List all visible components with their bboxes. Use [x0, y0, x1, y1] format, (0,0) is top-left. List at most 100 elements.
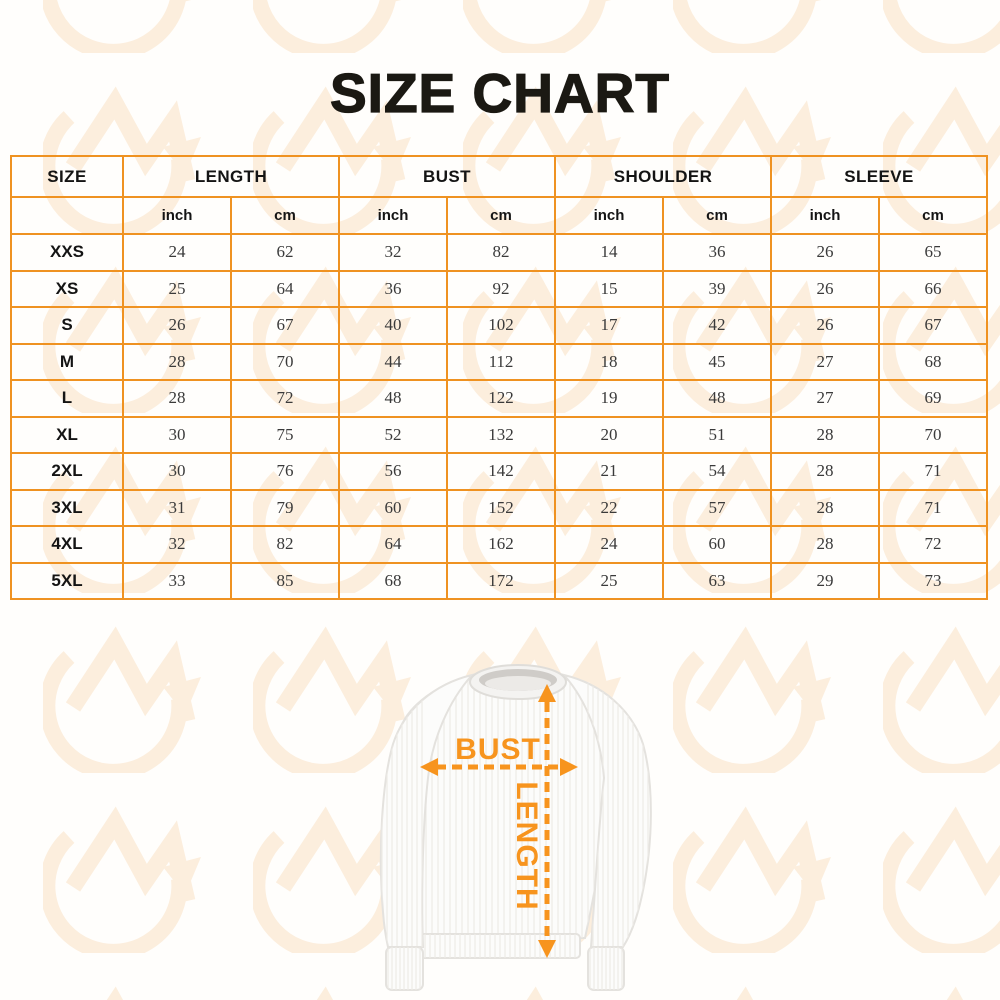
size-cell: 5XL: [10, 561, 124, 600]
measurement-cell: 18: [554, 342, 664, 381]
size-cell: M: [10, 342, 124, 381]
measurement-cell: 32: [338, 233, 448, 272]
measurement-cell: 57: [662, 488, 772, 527]
watermark-tile: [669, 803, 841, 960]
measurement-cell: 29: [770, 561, 880, 600]
table-row: XS 25 64 36 92 15 39 26 66: [10, 269, 988, 308]
table-row: 2XL 30 76 56 142 21 54 28 71: [10, 452, 988, 491]
sweater-hem-band: [417, 933, 581, 959]
unit-header-shoulder-inch: inch: [554, 196, 664, 235]
measurement-cell: 20: [554, 415, 664, 454]
table-row: XL 30 75 52 132 20 51 28 70: [10, 415, 988, 454]
measurement-cell: 67: [230, 306, 340, 345]
watermark-tile: [0, 803, 1, 953]
measurement-cell: 92: [446, 269, 556, 308]
watermark-tile: [669, 623, 841, 780]
measurement-cell: 28: [122, 342, 232, 381]
measurement-cell: 28: [770, 525, 880, 564]
collar-inner-lip: [485, 676, 551, 691]
bust-arrowhead-left-icon: [420, 758, 438, 776]
measurement-cell: 72: [878, 525, 988, 564]
measurement-cell: 162: [446, 525, 556, 564]
measurement-cell: 26: [770, 306, 880, 345]
measurement-cell: 22: [554, 488, 664, 527]
measurement-cell: 66: [878, 269, 988, 308]
measurement-cell: 52: [338, 415, 448, 454]
measurement-cell: 15: [554, 269, 664, 308]
measurement-cell: 63: [662, 561, 772, 600]
watermark-logo-icon: [0, 803, 1, 953]
measurement-cell: 40: [338, 306, 448, 345]
measurement-cell: 26: [770, 269, 880, 308]
watermark-tile: [880, 0, 1000, 60]
measurement-cell: 56: [338, 452, 448, 491]
watermark-logo-icon: [250, 0, 402, 60]
size-cell: L: [10, 379, 124, 418]
watermark-logo-icon: [0, 0, 1, 53]
watermark-tile: [40, 0, 211, 60]
measurement-cell: 27: [770, 342, 880, 381]
size-table-body: XXS 24 62 32 82 14 36 26 65 XS 25 64 36 92 15 39 26 66 S 26…: [10, 233, 988, 600]
column-header-size: SIZE: [10, 155, 124, 198]
watermark-logo-icon: [460, 0, 612, 60]
measurement-cell: 72: [230, 379, 340, 418]
measurement-cell: 79: [230, 488, 340, 527]
watermark-tile: [670, 0, 841, 60]
measurement-cell: 30: [122, 452, 232, 491]
watermark-logo-icon: [879, 626, 1000, 780]
measurement-cell: 76: [230, 452, 340, 491]
watermark-logo-icon: [879, 806, 1000, 960]
measurement-cell: 19: [554, 379, 664, 418]
sweater-image: BUST LENGTH: [379, 664, 652, 991]
watermark-tile: [0, 443, 1, 593]
sweater-figure: BUST LENGTH: [368, 660, 668, 995]
measurement-cell: 64: [338, 525, 448, 564]
unit-header-bust-cm: cm: [446, 196, 556, 235]
unit-header-bust-inch: inch: [338, 196, 448, 235]
measurement-cell: 28: [770, 488, 880, 527]
measurement-cell: 39: [662, 269, 772, 308]
measurement-cell: 54: [662, 452, 772, 491]
measurement-cell: 28: [770, 452, 880, 491]
measurement-cell: 64: [230, 269, 340, 308]
unit-header-length-inch: inch: [122, 196, 232, 235]
measurement-cell: 31: [122, 488, 232, 527]
measurement-cell: 33: [122, 561, 232, 600]
measurement-cell: 85: [230, 561, 340, 600]
measurement-cell: 132: [446, 415, 556, 454]
watermark-tile: [43, 983, 211, 1000]
page-title: SIZE CHART: [329, 62, 670, 124]
unit-header-length-cm: cm: [230, 196, 340, 235]
watermark-logo-icon: [39, 626, 201, 780]
size-cell: XL: [10, 415, 124, 454]
table-unit-row: inch cm inch cm inch cm inch cm: [10, 196, 988, 235]
measurement-cell: 14: [554, 233, 664, 272]
unit-header-sleeve-cm: cm: [878, 196, 988, 235]
measurement-cell: 102: [446, 306, 556, 345]
table-row: S 26 67 40 102 17 42 26 67: [10, 306, 988, 345]
measurement-cell: 32: [122, 525, 232, 564]
column-header-bust: BUST: [338, 155, 556, 198]
column-header-sleeve: SLEEVE: [770, 155, 988, 198]
measurement-cell: 71: [878, 488, 988, 527]
measurement-cell: 24: [554, 525, 664, 564]
measurement-cell: 28: [770, 415, 880, 454]
measurement-cell: 152: [446, 488, 556, 527]
watermark-logo-icon: [0, 263, 1, 413]
size-cell: XS: [10, 269, 124, 308]
measurement-cell: 27: [770, 379, 880, 418]
table-row: XXS 24 62 32 82 14 36 26 65: [10, 233, 988, 272]
watermark-logo-icon: [669, 806, 831, 960]
size-cell: 2XL: [10, 452, 124, 491]
measurement-cell: 30: [122, 415, 232, 454]
table-row: L 28 72 48 122 19 48 27 69: [10, 379, 988, 418]
size-cell: 4XL: [10, 525, 124, 564]
measurement-cell: 26: [122, 306, 232, 345]
column-header-shoulder: SHOULDER: [554, 155, 772, 198]
measurement-cell: 82: [446, 233, 556, 272]
watermark-logo-icon: [736, 986, 754, 1000]
measurement-cell: 60: [338, 488, 448, 527]
watermark-tile: [879, 803, 1000, 960]
measurement-cell: 82: [230, 525, 340, 564]
watermark-tile: [0, 623, 1, 773]
